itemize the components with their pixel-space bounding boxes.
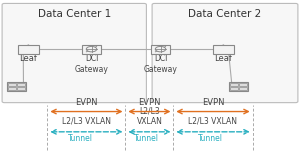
FancyBboxPatch shape: [213, 45, 234, 54]
Text: DCI
Gateway: DCI Gateway: [144, 54, 177, 73]
Bar: [239, 87, 247, 90]
Text: L2/L3
VXLAN: L2/L3 VXLAN: [136, 106, 162, 126]
Text: Leaf: Leaf: [20, 54, 38, 63]
Text: EVPN: EVPN: [202, 98, 224, 107]
Bar: [17, 83, 25, 86]
Bar: [239, 83, 247, 86]
Bar: [17, 87, 25, 90]
FancyBboxPatch shape: [151, 45, 170, 54]
Text: Data Center 2: Data Center 2: [188, 9, 262, 19]
FancyBboxPatch shape: [18, 45, 39, 54]
FancyBboxPatch shape: [229, 82, 248, 91]
Text: DCI
Gateway: DCI Gateway: [75, 54, 108, 73]
Text: L2/L3 VXLAN: L2/L3 VXLAN: [62, 117, 111, 126]
FancyBboxPatch shape: [7, 82, 26, 91]
Text: Data Center 1: Data Center 1: [38, 9, 111, 19]
Bar: [230, 83, 238, 86]
Text: Leaf: Leaf: [214, 54, 232, 63]
FancyBboxPatch shape: [82, 45, 101, 54]
Bar: [230, 87, 238, 90]
FancyBboxPatch shape: [2, 3, 146, 103]
Bar: [8, 83, 16, 86]
FancyBboxPatch shape: [152, 3, 298, 103]
Bar: [8, 87, 16, 90]
Text: Tunnel: Tunnel: [134, 134, 159, 143]
Text: Tunnel: Tunnel: [197, 134, 223, 143]
Text: Tunnel: Tunnel: [68, 134, 93, 143]
Text: L2/L3 VXLAN: L2/L3 VXLAN: [188, 117, 238, 126]
Text: EVPN: EVPN: [75, 98, 98, 107]
Text: EVPN: EVPN: [138, 98, 161, 107]
